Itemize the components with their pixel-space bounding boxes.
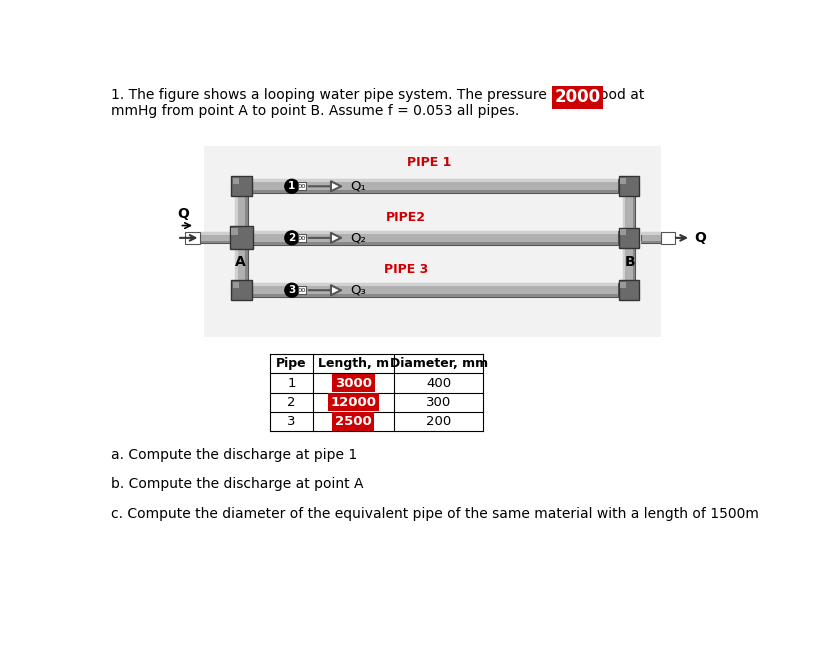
Bar — [252, 283, 617, 286]
Text: 2: 2 — [287, 396, 295, 409]
Bar — [618, 280, 638, 300]
Text: mmHg from point A to point B. Assume f = 0.053 all pipes.: mmHg from point A to point B. Assume f =… — [111, 104, 519, 118]
Text: Q: Q — [693, 231, 705, 245]
Bar — [298, 182, 305, 190]
Text: oo: oo — [297, 235, 306, 241]
Text: PIPE2: PIPE2 — [385, 211, 425, 224]
Bar — [204, 146, 661, 337]
Circle shape — [284, 231, 299, 245]
Text: a. Compute the discharge at pipe 1: a. Compute the discharge at pipe 1 — [111, 448, 357, 462]
Text: 400: 400 — [426, 377, 451, 390]
Bar — [298, 286, 305, 294]
Text: oo: oo — [297, 183, 306, 189]
Bar — [632, 179, 634, 297]
Bar — [619, 178, 626, 184]
Text: Q₁: Q₁ — [351, 180, 366, 193]
Text: b. Compute the discharge at point A: b. Compute the discharge at point A — [111, 477, 363, 491]
Bar — [640, 232, 661, 243]
Bar — [618, 228, 638, 248]
Text: 1: 1 — [288, 181, 295, 191]
Bar — [252, 283, 617, 297]
Bar — [640, 232, 661, 235]
Bar — [298, 234, 305, 242]
Circle shape — [284, 179, 299, 193]
Text: c. Compute the diameter of the equivalent pipe of the same material with a lengt: c. Compute the diameter of the equivalen… — [111, 507, 758, 521]
Text: PIPE 1: PIPE 1 — [406, 156, 451, 169]
Text: oo: oo — [297, 287, 306, 293]
Bar — [231, 228, 238, 235]
Text: 3000: 3000 — [335, 377, 371, 390]
Bar — [200, 232, 230, 243]
Bar — [252, 190, 617, 193]
Text: Pipe: Pipe — [275, 357, 306, 370]
Text: 12000: 12000 — [330, 396, 376, 409]
Bar — [252, 242, 617, 245]
Bar — [252, 294, 617, 297]
Text: 3: 3 — [288, 285, 295, 295]
Text: 2: 2 — [288, 233, 295, 243]
Bar — [622, 179, 634, 297]
Text: Q: Q — [177, 207, 189, 221]
Bar — [231, 177, 251, 196]
Bar — [252, 179, 617, 182]
Text: 2000: 2000 — [554, 88, 600, 107]
Bar — [252, 231, 617, 245]
Bar — [200, 232, 230, 235]
Bar — [619, 282, 626, 288]
Bar — [235, 179, 237, 297]
Text: 200: 200 — [426, 415, 451, 428]
Text: 3: 3 — [287, 415, 295, 428]
Text: 1: 1 — [287, 377, 295, 390]
Bar — [230, 226, 253, 249]
Text: A: A — [234, 255, 245, 269]
Circle shape — [284, 283, 299, 297]
Bar — [640, 241, 661, 243]
Bar — [245, 179, 247, 297]
Text: Diameter, mm: Diameter, mm — [390, 357, 487, 370]
Bar — [619, 230, 626, 235]
Text: 300: 300 — [426, 396, 451, 409]
Bar — [232, 282, 239, 288]
Bar — [252, 231, 617, 233]
Bar — [252, 179, 617, 193]
Text: 2500: 2500 — [335, 415, 371, 428]
Text: PIPE 3: PIPE 3 — [383, 264, 428, 277]
Bar — [235, 179, 247, 297]
Bar — [232, 178, 239, 184]
Text: Q₃: Q₃ — [351, 284, 366, 297]
Bar — [661, 232, 675, 244]
Bar — [618, 177, 638, 196]
Bar — [200, 241, 230, 243]
Bar — [622, 179, 624, 297]
Text: Length, m: Length, m — [318, 357, 389, 370]
Text: B: B — [624, 255, 635, 269]
Bar — [231, 280, 251, 300]
Bar — [184, 232, 200, 244]
Text: Q₂: Q₂ — [351, 232, 366, 245]
Text: 1. The figure shows a looping water pipe system. The pressure drop stood at: 1. The figure shows a looping water pipe… — [111, 88, 648, 103]
